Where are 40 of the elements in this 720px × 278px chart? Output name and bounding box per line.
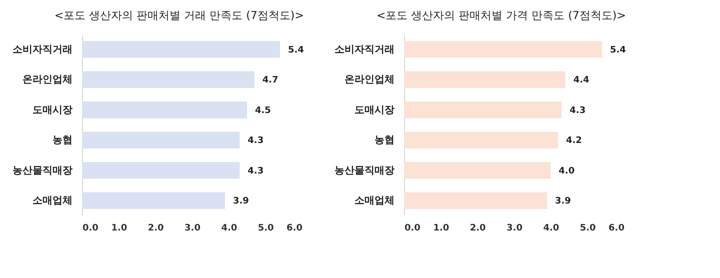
chart-title: <포도 생산자의 판매처별 거래 만족도 (7점척도)>	[54, 9, 304, 22]
data-label: 4.3	[570, 106, 586, 116]
x-tick-label: 5.0	[258, 224, 274, 234]
y-tick-label: 농협	[52, 135, 72, 146]
x-tick-label: 2.0	[148, 224, 164, 234]
data-label: 4.2	[566, 136, 582, 146]
data-label: 4.3	[248, 136, 264, 146]
data-label: 4.7	[262, 76, 278, 86]
x-tick-label: 6.0	[286, 224, 302, 234]
y-tick-label: 소비자직거래	[12, 44, 72, 56]
x-tick-label: 4.0	[221, 224, 238, 234]
x-tick-label: 2.0	[470, 224, 486, 234]
y-tick-label: 도매시장	[32, 104, 72, 116]
y-tick-label: 소매업체	[354, 196, 394, 207]
data-label: 4.3	[248, 166, 264, 176]
x-tick-label: 4.0	[543, 224, 560, 234]
x-tick-label: 3.0	[184, 224, 200, 234]
x-tick-label: 0.0	[404, 224, 420, 234]
data-label: 5.4	[288, 45, 304, 56]
x-tick-label: 3.0	[506, 224, 522, 234]
data-label: 5.4	[610, 45, 626, 56]
y-tick-label: 소비자직거래	[334, 44, 394, 56]
y-tick-label: 온라인업체	[22, 74, 72, 86]
data-label: 4.5	[255, 106, 271, 116]
data-label: 3.9	[233, 196, 249, 207]
x-tick-label: 1.0	[433, 224, 450, 234]
x-tick-label: 5.0	[580, 224, 596, 234]
y-tick-label: 농산물직매장	[12, 165, 72, 176]
y-tick-label: 온라인업체	[344, 74, 394, 86]
y-tick-label: 농협	[374, 135, 394, 146]
x-tick-label: 0.0	[82, 224, 98, 234]
x-tick-label: 6.0	[608, 224, 624, 234]
chart-title: <포도 생산자의 판매처별 가격 만족도 (7점척도)>	[376, 9, 626, 22]
y-tick-label: 도매시장	[354, 104, 394, 116]
x-tick-label: 1.0	[111, 224, 128, 234]
data-label: 4.4	[573, 76, 590, 86]
data-label: 3.9	[555, 196, 571, 207]
y-tick-label: 소매업체	[32, 196, 72, 207]
data-label: 4.0	[558, 166, 575, 176]
y-tick-label: 농산물직매장	[334, 165, 394, 176]
